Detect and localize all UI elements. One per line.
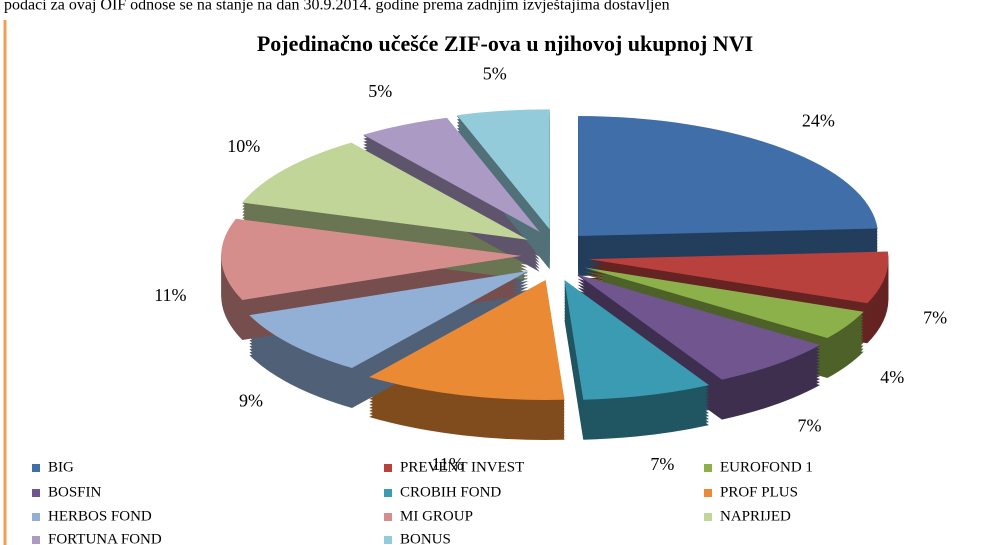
slice <box>564 279 709 400</box>
legend-swatch <box>384 513 392 521</box>
data-label: 5% <box>483 63 507 83</box>
data-label: 11% <box>431 454 463 474</box>
legend-label: HERBOS FOND <box>48 508 152 524</box>
slice <box>588 251 889 304</box>
data-label: 7% <box>797 416 821 436</box>
legend-label: BOSFIN <box>48 484 102 500</box>
data-label: 11% <box>154 285 186 305</box>
data-label: 9% <box>239 391 263 411</box>
data-label: 7% <box>923 308 947 328</box>
data-label: 24% <box>802 110 835 130</box>
legend-label: BONUS <box>400 531 451 545</box>
legend-swatch <box>32 536 40 544</box>
slice <box>577 274 821 380</box>
data-label: 7% <box>650 454 674 474</box>
legend-label: EUROFOND 1 <box>720 459 813 475</box>
data-label: 10% <box>227 136 260 156</box>
legend-swatch <box>704 513 712 521</box>
legend-swatch <box>384 536 392 544</box>
slice <box>249 270 529 369</box>
legend-label: PROF PLUS <box>720 484 798 500</box>
legend-swatch <box>384 489 392 497</box>
legend-label: PREVENT INVEST <box>400 459 524 475</box>
legend-label: CROBIH FOND <box>400 484 501 500</box>
data-label: 5% <box>368 81 392 101</box>
data-label: 4% <box>880 367 904 387</box>
legend-swatch <box>704 489 712 497</box>
legend-label: FORTUNA FOND <box>48 531 162 545</box>
slice <box>363 117 540 232</box>
slice <box>221 218 522 300</box>
legend-swatch <box>384 464 392 472</box>
legend-swatch <box>32 464 40 472</box>
legend-label: NAPRIJED <box>720 508 791 524</box>
slice <box>242 142 528 240</box>
legend-label: MI GROUP <box>400 508 473 524</box>
legend-label: BIG <box>48 459 74 475</box>
legend-swatch <box>32 513 40 521</box>
slice <box>584 267 864 339</box>
legend-swatch <box>32 489 40 497</box>
chart-title: Pojedinačno učešće ZIF-ova u njihovoj uk… <box>257 31 753 56</box>
slice <box>369 279 565 400</box>
slice <box>457 109 550 230</box>
legend-swatch <box>704 464 712 472</box>
slice <box>578 116 878 237</box>
header-text: podaci za ovaj OIF odnose se na stanje n… <box>4 0 670 14</box>
